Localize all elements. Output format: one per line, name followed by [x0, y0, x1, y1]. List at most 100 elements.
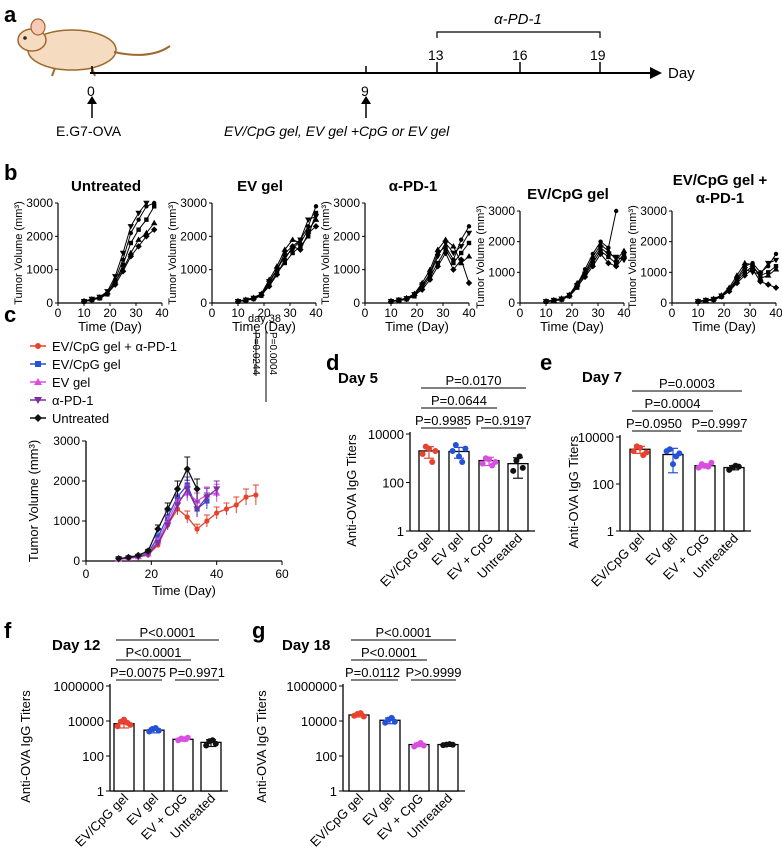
p-value-label: P=0.0075 [110, 665, 166, 680]
data-point [281, 256, 288, 263]
p-value-label: P=0.0004 [644, 396, 700, 411]
data-point [151, 219, 158, 226]
x-tick-label: EV/CpG gel [588, 530, 647, 589]
panel-label-b: b [4, 160, 17, 185]
data-point [450, 250, 457, 257]
x-tick-label: 60 [275, 567, 289, 581]
data-point [542, 299, 550, 305]
data-point [305, 229, 312, 237]
data-point [115, 555, 123, 563]
data-point [281, 254, 288, 260]
bar [348, 714, 370, 792]
data-point [429, 459, 436, 466]
y-tick-label: 1000000 [286, 679, 337, 694]
data-point [630, 448, 637, 455]
timeline-day-19: 19 [590, 47, 606, 63]
data-point [250, 295, 257, 302]
inoculation-label: E.G7-OVA [56, 123, 122, 139]
y-tick-label: 1000000 [53, 679, 104, 694]
data-point [772, 284, 780, 291]
x-tick-label: 40 [155, 306, 169, 320]
chart-b-ev-gel: 0 1000 2000 3000 0 10 20 30 40 Time (Day) Tumor Vo… [167, 178, 323, 334]
y-tick-label: 0 [508, 296, 515, 310]
chart-title: EV/CpG gel + [673, 172, 768, 189]
data-point [289, 247, 296, 253]
annotation-p: P=0.0244 [250, 332, 261, 376]
data-point [233, 502, 239, 508]
legend-label: EV/CpG gel + α-PD-1 [52, 339, 177, 354]
data-point [620, 247, 628, 254]
data-point [395, 297, 402, 304]
y-tick-label: 2000 [53, 474, 80, 488]
x-tick-label: 0 [362, 306, 369, 320]
chart-title: Day 12 [52, 637, 100, 654]
data-point [297, 246, 304, 253]
data-point [88, 296, 95, 303]
data-point [258, 292, 265, 298]
x-tick-label: 10 [384, 306, 398, 320]
y-tick-label: 1 [97, 784, 104, 799]
bar [448, 450, 470, 532]
bar [379, 719, 401, 792]
x-tick-label: 10 [539, 306, 553, 320]
data-point [676, 450, 683, 457]
series-line [545, 210, 617, 302]
data-point [620, 257, 628, 264]
data-point [305, 217, 312, 223]
data-point [643, 449, 650, 456]
y-tick-label: 100 [382, 476, 404, 491]
data-point [434, 246, 441, 252]
x-tick-label: 30 [436, 306, 450, 320]
data-point [135, 210, 142, 217]
x-tick-label: 0 [517, 306, 524, 320]
y-tick-label: 0 [660, 296, 667, 310]
data-point [666, 446, 673, 453]
legend-marker [34, 397, 42, 404]
x-tick-label: EV/CpG gel [307, 790, 366, 849]
series-line [237, 206, 317, 302]
data-point [435, 260, 440, 266]
data-point [112, 274, 119, 280]
data-point [605, 259, 612, 267]
y-axis-label: Anti-OVA IgG Titers [18, 690, 33, 803]
data-point [765, 260, 772, 267]
data-point [155, 727, 162, 734]
y-axis-label: Tumor Volume (mm³) [26, 440, 41, 562]
chart-title: α-PD-1 [389, 178, 437, 195]
data-point [749, 270, 756, 276]
legend-marker [34, 414, 42, 422]
panel-label-g: g [252, 618, 265, 643]
data-point [443, 247, 448, 252]
data-point [164, 505, 172, 513]
data-point [718, 293, 725, 299]
data-point [733, 277, 741, 284]
bar [437, 743, 459, 792]
data-point [741, 267, 748, 273]
y-tick-label: 10000 [68, 714, 104, 729]
timeline-axis-label: Day [668, 65, 695, 82]
y-axis-label: Anti-OVA IgG Titers [566, 435, 581, 548]
bar [629, 448, 651, 532]
y-tick-label: 1000 [640, 265, 667, 279]
panel-label-d: d [326, 350, 339, 375]
data-point [432, 447, 439, 454]
data-point [112, 281, 119, 288]
p-value-label: P<0.0001 [375, 625, 431, 640]
data-point [757, 278, 764, 285]
bar [200, 741, 222, 792]
data-point [127, 253, 134, 260]
x-tick-label: EV/CpG gel [377, 530, 436, 589]
data-point [419, 286, 426, 293]
panel-label-f: f [4, 618, 12, 643]
annotation-p: P=0.0004 [267, 332, 278, 376]
data-point [442, 236, 449, 242]
data-point [96, 294, 103, 301]
x-tick-label: 20 [717, 306, 731, 320]
data-point [143, 233, 150, 240]
data-point [273, 271, 281, 278]
chart-b-untreated: 0 1000 2000 3000 0 10 20 30 40 Time (Day) Tumor Vo… [13, 178, 169, 334]
data-point [450, 243, 457, 249]
data-point [765, 281, 772, 288]
panel-label-c: c [4, 302, 16, 327]
data-point [136, 217, 141, 222]
